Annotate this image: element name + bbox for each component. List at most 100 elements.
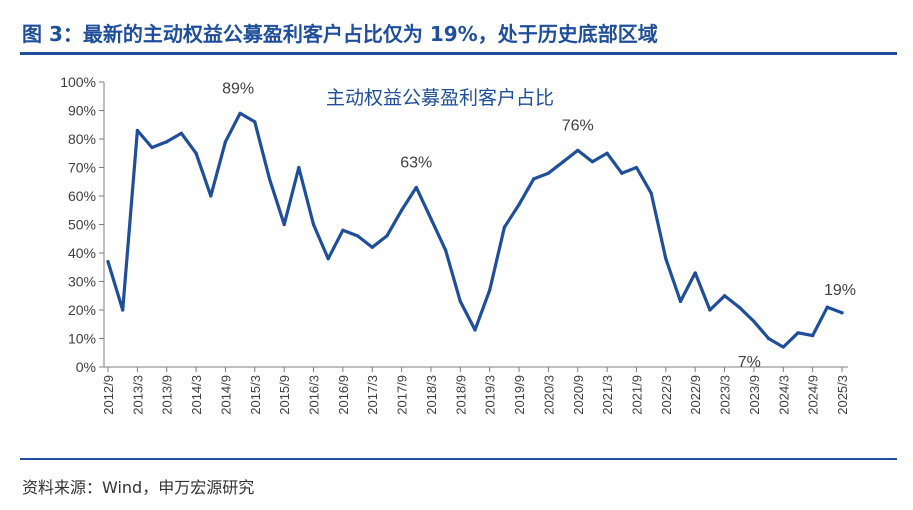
y-tick-label: 100% bbox=[60, 74, 96, 90]
data-annotation: 7% bbox=[738, 354, 761, 371]
data-point bbox=[106, 259, 110, 264]
x-tick-label: 2017/9 bbox=[395, 375, 410, 415]
data-point bbox=[546, 171, 551, 175]
data-point bbox=[825, 305, 829, 309]
data-point bbox=[297, 165, 301, 170]
x-tick-label: 2022/3 bbox=[659, 375, 674, 415]
series-name-label: 主动权益公募盈利客户占比 bbox=[326, 87, 554, 109]
data-point bbox=[737, 305, 741, 309]
data-point bbox=[414, 185, 418, 190]
data-point bbox=[326, 257, 330, 261]
data-point bbox=[767, 336, 771, 341]
data-point bbox=[444, 248, 448, 252]
title-rule bbox=[20, 52, 897, 55]
data-point bbox=[708, 308, 712, 312]
data-point bbox=[165, 140, 169, 144]
data-annotation: 89% bbox=[222, 80, 254, 97]
data-point bbox=[576, 148, 580, 152]
x-tick-label: 2015/3 bbox=[248, 375, 263, 415]
data-point bbox=[811, 334, 815, 338]
series-lines bbox=[106, 111, 844, 349]
data-point bbox=[282, 222, 286, 227]
data-point bbox=[194, 151, 198, 155]
y-tick-label: 20% bbox=[68, 302, 96, 318]
data-point bbox=[458, 299, 462, 304]
data-point bbox=[502, 225, 506, 229]
x-tick-label: 2024/9 bbox=[806, 375, 821, 415]
y-tick-labels: 0% 10% 20% 30% 40% 50% 60% 70% 80% 90% 100% bbox=[60, 74, 96, 375]
x-tick-label: 2016/3 bbox=[307, 375, 322, 415]
x-tick-label: 2014/3 bbox=[189, 375, 204, 415]
x-tick-label: 2015/9 bbox=[277, 375, 292, 415]
data-point bbox=[605, 151, 609, 155]
data-point bbox=[121, 308, 125, 312]
data-point bbox=[678, 299, 683, 304]
x-tick-label: 2025/3 bbox=[835, 375, 850, 415]
annotations: 89% 63% 76% 7% 19% bbox=[222, 80, 856, 371]
x-tick-label: 2020/3 bbox=[541, 375, 556, 415]
x-tick-label: 2023/9 bbox=[747, 375, 762, 415]
data-point bbox=[488, 288, 492, 292]
data-point bbox=[400, 208, 404, 212]
data-point bbox=[590, 160, 595, 164]
x-tick-label: 2018/3 bbox=[424, 375, 439, 415]
data-point bbox=[532, 177, 536, 181]
data-point bbox=[664, 257, 668, 261]
data-point bbox=[209, 194, 213, 198]
data-point bbox=[649, 191, 653, 195]
source-note: 资料来源：Wind，申万宏源研究 bbox=[22, 478, 255, 497]
x-tick-label: 2013/9 bbox=[160, 375, 175, 415]
data-point bbox=[253, 120, 257, 124]
series-line bbox=[106, 111, 844, 349]
data-annotation: 19% bbox=[824, 282, 856, 299]
x-tick-label: 2022/9 bbox=[688, 375, 703, 415]
y-tick-label: 90% bbox=[68, 103, 96, 119]
x-tick-label: 2016/9 bbox=[336, 375, 351, 415]
data-point bbox=[341, 228, 345, 232]
data-point bbox=[223, 140, 228, 144]
x-tick-label: 2019/3 bbox=[483, 375, 498, 415]
data-point bbox=[752, 319, 756, 323]
data-point bbox=[561, 160, 565, 164]
data-point bbox=[840, 311, 844, 315]
data-point bbox=[693, 271, 697, 275]
data-point bbox=[238, 111, 242, 115]
chart-axes bbox=[99, 81, 848, 372]
x-tick-label: 2021/9 bbox=[629, 375, 644, 415]
footer-rule bbox=[20, 458, 897, 460]
x-tick-label: 2024/3 bbox=[776, 375, 791, 415]
data-point bbox=[473, 328, 477, 332]
y-tick-label: 10% bbox=[68, 331, 96, 347]
y-tick-label: 30% bbox=[68, 274, 96, 290]
y-tick-label: 40% bbox=[68, 245, 96, 261]
x-tick-label: 2013/3 bbox=[130, 375, 145, 415]
data-point bbox=[722, 294, 727, 298]
y-tick-label: 50% bbox=[68, 217, 96, 233]
data-point bbox=[620, 171, 624, 175]
x-tick-label: 2019/9 bbox=[512, 375, 527, 415]
data-point bbox=[634, 165, 639, 170]
data-point bbox=[355, 234, 360, 238]
data-point bbox=[385, 234, 389, 238]
x-tick-label: 2012/9 bbox=[101, 375, 116, 415]
data-point bbox=[311, 222, 316, 227]
line-chart: 0% 10% 20% 30% 40% 50% 60% 70% 80% 90% 100% 2012/9… bbox=[60, 74, 856, 415]
data-point bbox=[135, 128, 139, 133]
data-point bbox=[179, 131, 183, 135]
x-tick-label: 2023/3 bbox=[718, 375, 733, 415]
x-tick-label: 2018/9 bbox=[453, 375, 468, 415]
x-tick-label: 2017/3 bbox=[365, 375, 380, 415]
data-point bbox=[267, 177, 272, 181]
figure-title: 图 3：最新的主动权益公募盈利客户占比仅为 19%，处于历史底部区域 bbox=[22, 22, 658, 46]
data-point bbox=[517, 202, 521, 207]
data-point bbox=[796, 331, 800, 335]
y-tick-label: 70% bbox=[68, 160, 96, 176]
data-point bbox=[150, 145, 154, 150]
data-point bbox=[370, 245, 374, 249]
data-point bbox=[429, 217, 433, 221]
y-tick-label: 80% bbox=[68, 131, 96, 147]
y-tick-label: 60% bbox=[68, 188, 96, 204]
data-annotation: 63% bbox=[400, 154, 432, 171]
data-point bbox=[781, 345, 785, 349]
y-tick-label: 0% bbox=[76, 359, 96, 375]
